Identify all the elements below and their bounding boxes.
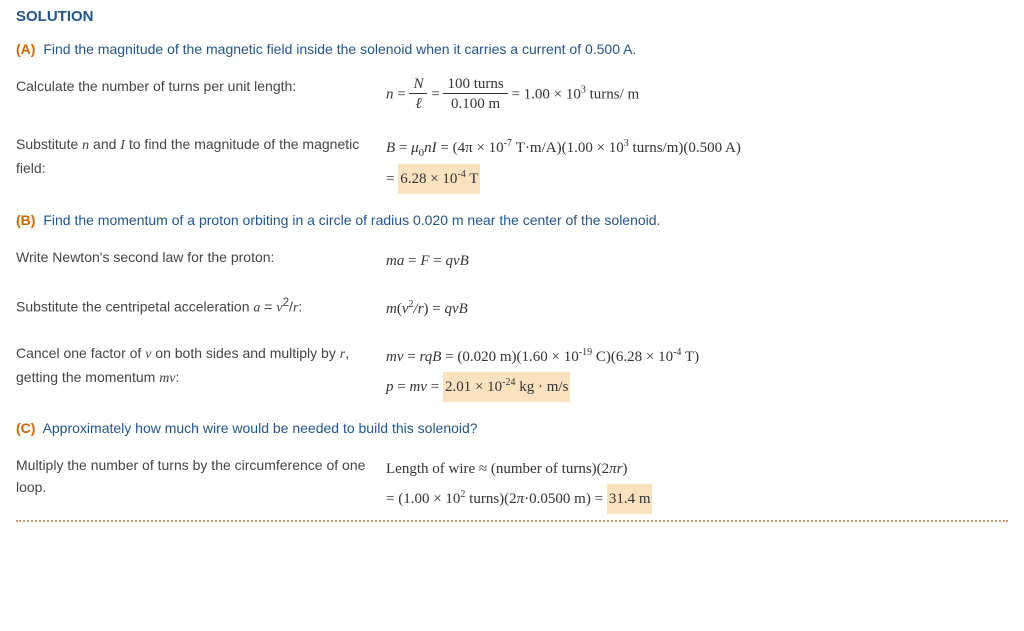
divider-dots (16, 520, 1008, 522)
a1-unit: turns/ m (586, 86, 639, 102)
solution-title: SOLUTION (16, 8, 1008, 25)
step-a2-desc: Substitute n and I to find the magnitude… (16, 133, 386, 180)
part-b-label: (B) (16, 212, 35, 228)
a1-result: 1.00 × 10 (524, 86, 581, 102)
step-b1: Write Newton's second law for the proton… (16, 246, 1008, 276)
part-a-header: (A) Find the magnitude of the magnetic f… (16, 41, 1008, 57)
frac-den: 0.100 m (443, 94, 507, 115)
part-c-header: (C) Approximately how much wire would be… (16, 420, 1008, 436)
step-c1: Multiply the number of turns by the circ… (16, 454, 1008, 514)
step-c1-math: Length of wire ≈ (number of turns)(2πr) … (386, 454, 1008, 514)
step-b2: Substitute the centripetal acceleration … (16, 294, 1008, 324)
step-a1-desc: Calculate the number of turns per unit l… (16, 75, 386, 97)
step-b3-math: mv = rqB = (0.020 m)(1.60 × 10-19 C)(6.2… (386, 342, 1008, 402)
part-a-prompt: Find the magnitude of the magnetic field… (43, 41, 636, 57)
part-c-prompt: Approximately how much wire would be nee… (43, 420, 478, 436)
step-a1: Calculate the number of turns per unit l… (16, 75, 1008, 115)
part-c-label: (C) (16, 420, 35, 436)
step-b3: Cancel one factor of v on both sides and… (16, 342, 1008, 402)
c1-answer: 31.4 m (607, 484, 653, 514)
step-b3-desc: Cancel one factor of v on both sides and… (16, 342, 386, 391)
part-a-label: (A) (16, 41, 35, 57)
step-b2-math: m(v2/r) = qvB (386, 294, 1008, 324)
step-b1-math: ma = F = qvB (386, 246, 1008, 276)
step-c1-desc: Multiply the number of turns by the circ… (16, 454, 386, 499)
step-a2-math: B = μ0nI = (4π × 10-7 T·m/A)(1.00 × 103 … (386, 133, 1008, 194)
part-b-header: (B) Find the momentum of a proton orbiti… (16, 212, 1008, 228)
step-a2: Substitute n and I to find the magnitude… (16, 133, 1008, 194)
part-b-prompt: Find the momentum of a proton orbiting i… (43, 212, 660, 228)
step-b2-desc: Substitute the centripetal acceleration … (16, 294, 386, 320)
step-b1-desc: Write Newton's second law for the proton… (16, 246, 386, 268)
frac-num: 100 turns (443, 75, 507, 94)
step-a1-math: n = Nℓ = 100 turns 0.100 m = 1.00 × 103 … (386, 75, 1008, 115)
